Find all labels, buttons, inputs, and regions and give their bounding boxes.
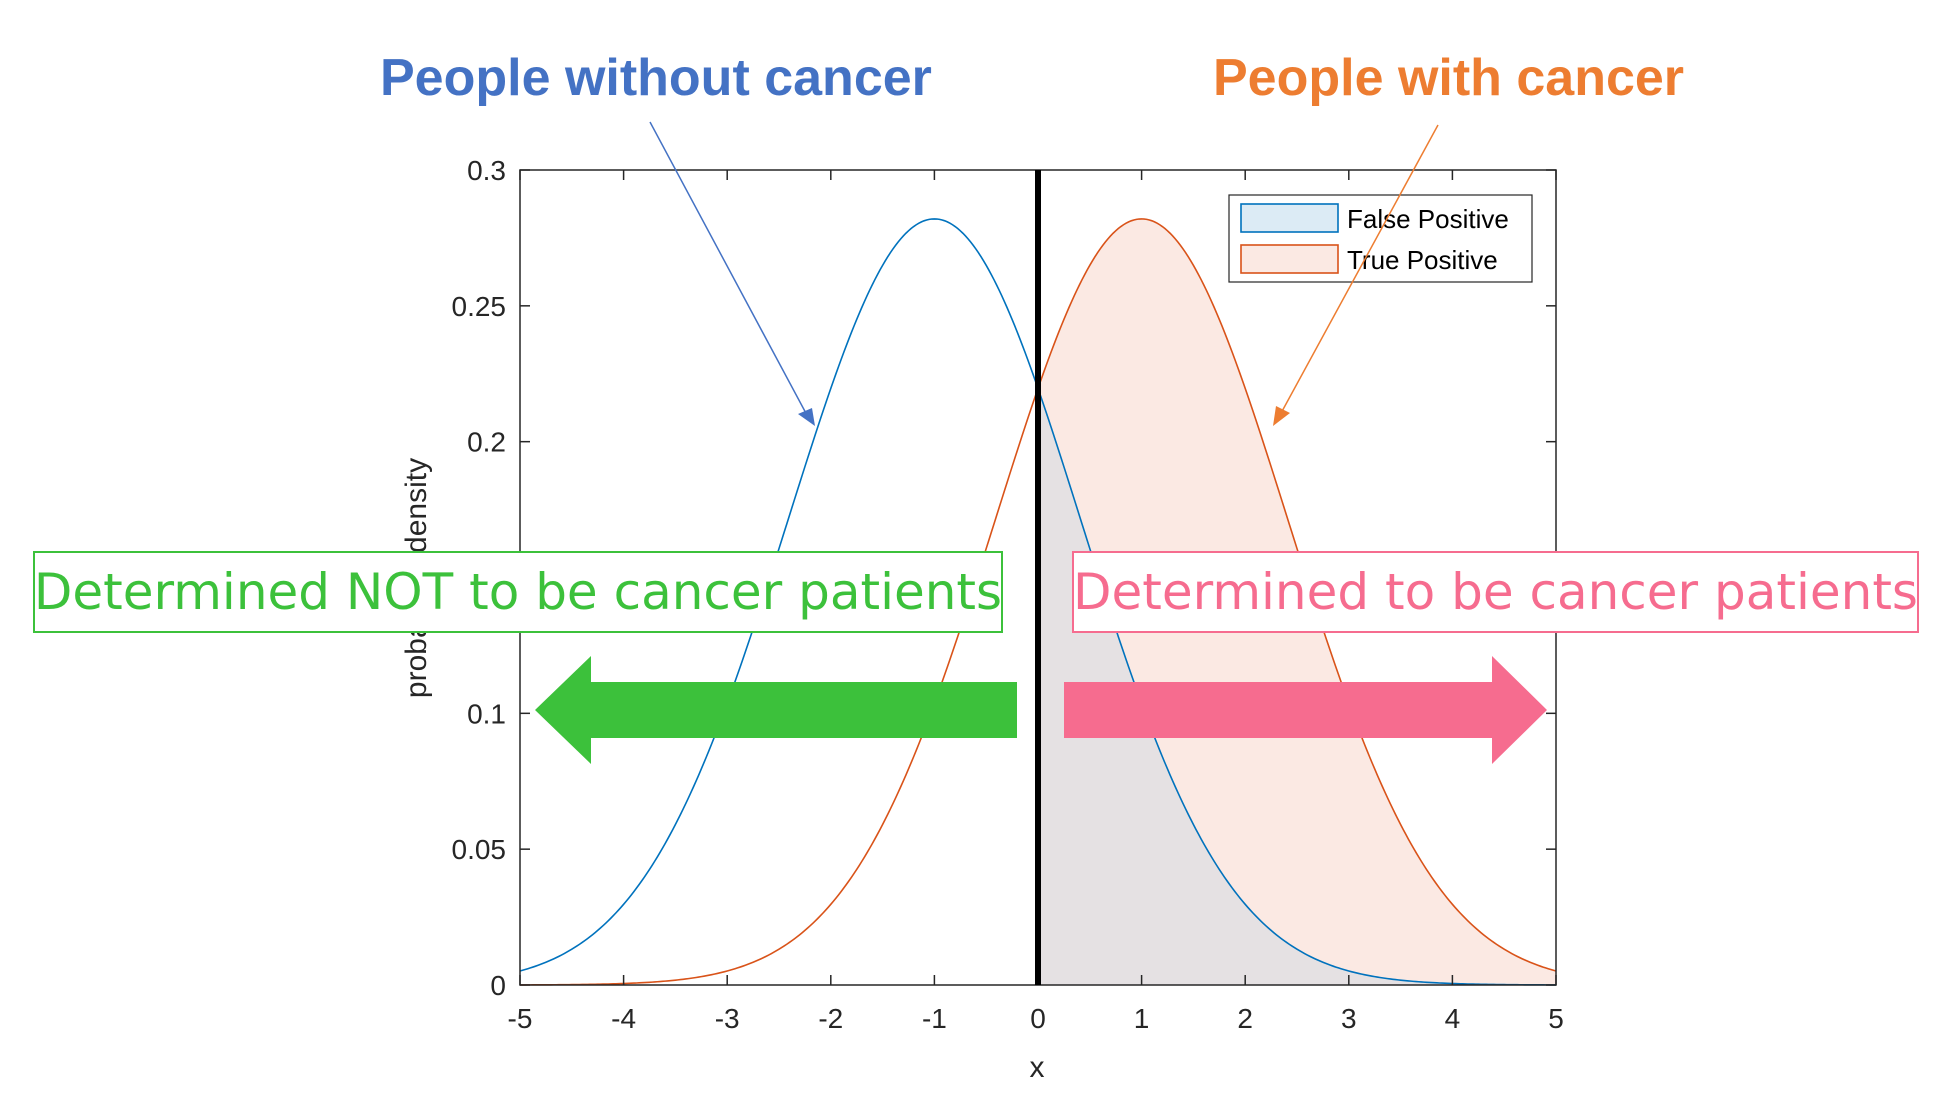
legend-swatch-false-positive: [1240, 203, 1339, 233]
y-tick-label: 0.3: [467, 155, 506, 186]
axis-ticks: [519, 169, 1557, 986]
banner-determined-not-cancer: Determined NOT to be cancer patients: [33, 551, 1003, 633]
x-tick-label: 3: [1341, 1003, 1357, 1034]
annotation-arrowhead-with-cancer: [1273, 406, 1290, 426]
x-tick-label: -4: [611, 1003, 636, 1034]
x-tick-label: 1: [1134, 1003, 1150, 1034]
false-positive-area: [1038, 388, 1556, 985]
y-tick-label: 0.05: [452, 834, 507, 865]
negative-direction-arrow: [535, 656, 1017, 764]
annotation-arrow-without-cancer: [649, 121, 809, 418]
annotation-arrow-with-cancer: [1279, 124, 1439, 416]
legend-label-true-positive: True Positive: [1347, 245, 1498, 275]
x-axis-label: x: [1030, 1051, 1045, 1084]
banner-determined-cancer: Determined to be cancer patients: [1072, 551, 1919, 633]
x-tick-label: 2: [1237, 1003, 1253, 1034]
x-tick-label: -2: [818, 1003, 843, 1034]
y-tick-label: 0.25: [452, 291, 507, 322]
y-tick-label: 0.2: [467, 427, 506, 458]
legend: False Positive True Positive: [1228, 194, 1533, 283]
legend-swatch-true-positive: [1240, 244, 1339, 274]
x-tick-label: -5: [508, 1003, 533, 1034]
y-tick-label: 0.1: [467, 698, 506, 729]
annotation-people-with-cancer: People with cancer: [1213, 49, 1684, 107]
x-tick-label: 0: [1030, 1003, 1046, 1034]
x-tick-label: 5: [1548, 1003, 1564, 1034]
x-tick-label: -1: [922, 1003, 947, 1034]
legend-label-false-positive: False Positive: [1347, 204, 1509, 234]
x-tick-label: 4: [1445, 1003, 1461, 1034]
annotation-people-without-cancer: People without cancer: [380, 49, 932, 107]
annotation-arrowhead-without-cancer: [798, 408, 815, 426]
positive-direction-arrow: [1064, 656, 1547, 764]
y-tick-label: 0: [490, 970, 506, 1001]
x-tick-label: -3: [715, 1003, 740, 1034]
